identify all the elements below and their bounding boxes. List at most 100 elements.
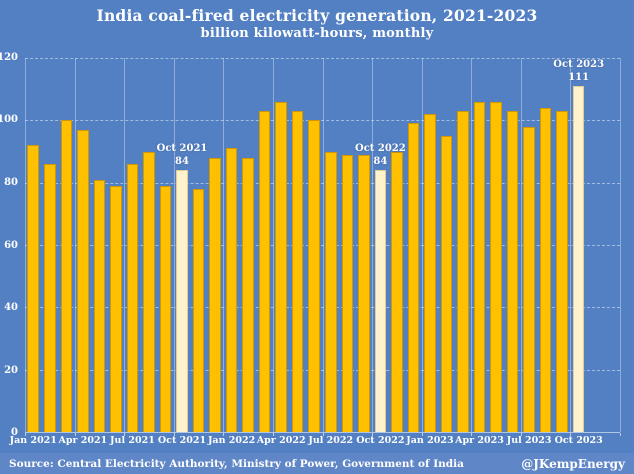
x-axis-tick-0 — [25, 433, 26, 436]
x-tick-label-oct-2023: Oct 2023 — [554, 435, 603, 446]
source-text: Source: Central Electricity Authority, M… — [9, 457, 464, 470]
bar-oct-2023 — [572, 86, 585, 432]
bar-jul-2022 — [324, 151, 337, 432]
x-axis-tick-36 — [620, 433, 621, 436]
gridline-v-24 — [421, 58, 423, 432]
bar-sep-2023 — [556, 110, 568, 432]
x-tick-label-jan-2022: Jan 2022 — [207, 435, 256, 446]
x-axis-tick-33 — [570, 433, 572, 436]
x-axis-tick-15 — [272, 433, 274, 436]
x-axis-labels: Jan 2021 Apr 2021 Jul 2021 Oct 2021 Jan 2022… — [10, 435, 620, 449]
x-tick-label-jul-2022: Jul 2022 — [308, 435, 354, 446]
annotation-line: Oct 2023 — [553, 59, 605, 71]
x-axis-tick-18 — [322, 433, 324, 436]
footer: Source: Central Electricity Authority, M… — [0, 453, 634, 474]
bar-apr-2022 — [275, 101, 287, 432]
x-tick-label-jul-2021: Jul 2021 — [110, 435, 155, 446]
gridline-v-9 — [173, 58, 175, 432]
gridline-h-120 — [25, 58, 620, 59]
bar-aug-2021 — [143, 151, 155, 432]
y-tick-label-80: 80 — [4, 176, 18, 188]
x-axis-tick-6 — [124, 433, 126, 436]
x-axis-tick-3 — [74, 433, 76, 436]
plot-area: Oct 2021 84 Oct 2022 84 Oct 2023 111 — [25, 58, 621, 436]
bar-feb-2023 — [440, 135, 453, 432]
bar-jul-2023 — [523, 126, 535, 432]
gridline-v-15 — [272, 58, 274, 432]
gridline-v-3 — [74, 58, 76, 432]
gridline-v-27 — [471, 58, 473, 432]
bar-oct-2021 — [176, 170, 188, 432]
x-tick-label-apr-2023: Apr 2023 — [455, 435, 504, 446]
bar-sep-2021 — [159, 185, 172, 432]
bar-jul-2021 — [126, 163, 139, 432]
x-tick-label-jul-2023: Jul 2023 — [506, 435, 552, 446]
gridline-v-36 — [620, 58, 621, 432]
gridline-v-6 — [124, 58, 126, 432]
bar-nov-2022 — [391, 151, 403, 432]
bar-feb-2021 — [44, 163, 56, 432]
annotation-line: Oct 2021 — [156, 143, 208, 155]
gridline-v-21 — [372, 58, 374, 432]
annotation-oct-2023: Oct 2023 111 — [553, 59, 604, 84]
bar-may-2021 — [93, 179, 106, 432]
bar-jan-2022 — [225, 148, 238, 432]
bar-dec-2022 — [407, 123, 420, 432]
bar-mar-2023 — [457, 110, 469, 432]
y-tick-label-40: 40 — [4, 301, 18, 313]
y-tick-label-20: 20 — [4, 364, 18, 376]
x-axis-tick-12 — [223, 433, 225, 436]
gridline-v-18 — [322, 58, 324, 432]
bar-mar-2022 — [258, 110, 271, 432]
bar-mar-2021 — [60, 120, 73, 432]
x-tick-label-oct-2021: Oct 2021 — [157, 435, 207, 446]
gridline-v-33 — [570, 58, 572, 432]
bar-jun-2021 — [110, 185, 122, 432]
bar-nov-2021 — [192, 188, 205, 432]
bar-jan-2023 — [424, 114, 436, 432]
gridline-v-12 — [223, 58, 225, 432]
bar-apr-2021 — [77, 129, 89, 432]
bar-feb-2022 — [242, 157, 254, 432]
x-axis-tick-9 — [173, 433, 175, 436]
x-axis-tick-27 — [471, 433, 473, 436]
bar-jun-2023 — [506, 110, 519, 432]
x-axis-tick-21 — [372, 433, 374, 436]
annotation-line: 84 — [373, 155, 388, 167]
y-tick-label-100: 100 — [0, 114, 18, 126]
y-tick-label-0: 0 — [11, 427, 18, 438]
gridline-v-30 — [520, 58, 522, 432]
bar-jun-2022 — [308, 120, 320, 432]
annotation-oct-2022: Oct 2022 84 — [355, 143, 406, 168]
x-tick-label-jan-2021: Jan 2021 — [9, 435, 57, 446]
bar-dec-2021 — [209, 157, 221, 432]
x-tick-label-oct-2022: Oct 2022 — [356, 435, 405, 446]
gridline-h-60 — [25, 245, 620, 246]
bar-jan-2021 — [27, 145, 40, 432]
gridline-h-100 — [25, 120, 620, 122]
gridline-h-20 — [25, 369, 620, 371]
x-tick-label-jan-2023: Jan 2023 — [406, 435, 454, 446]
chart-title: India coal-fired electricity generation,… — [96, 6, 538, 25]
gridline-v-0 — [25, 58, 26, 432]
annotation-line: 111 — [568, 71, 590, 83]
x-axis-tick-24 — [421, 433, 423, 436]
y-axis-labels: 0 20 40 60 80 100 120 — [0, 52, 21, 438]
annotation-line: Oct 2022 — [354, 143, 406, 155]
gridline-h-40 — [25, 307, 620, 309]
x-axis-tick-30 — [520, 433, 522, 436]
bar-may-2022 — [291, 110, 304, 432]
chart-subtitle: billion kilowatt-hours, monthly — [200, 26, 434, 41]
bar-oct-2022 — [374, 170, 387, 432]
annotation-oct-2021: Oct 2021 84 — [157, 143, 208, 168]
bar-aug-2023 — [539, 107, 552, 432]
bar-aug-2022 — [341, 154, 354, 432]
bar-sep-2022 — [358, 154, 370, 432]
bar-apr-2023 — [473, 101, 486, 432]
x-tick-label-apr-2021: Apr 2021 — [58, 435, 108, 446]
y-tick-label-120: 120 — [0, 52, 18, 63]
annotation-line: 84 — [175, 155, 189, 167]
bar-may-2023 — [490, 101, 502, 432]
gridline-h-80 — [25, 182, 620, 184]
y-tick-label-60: 60 — [4, 239, 18, 251]
